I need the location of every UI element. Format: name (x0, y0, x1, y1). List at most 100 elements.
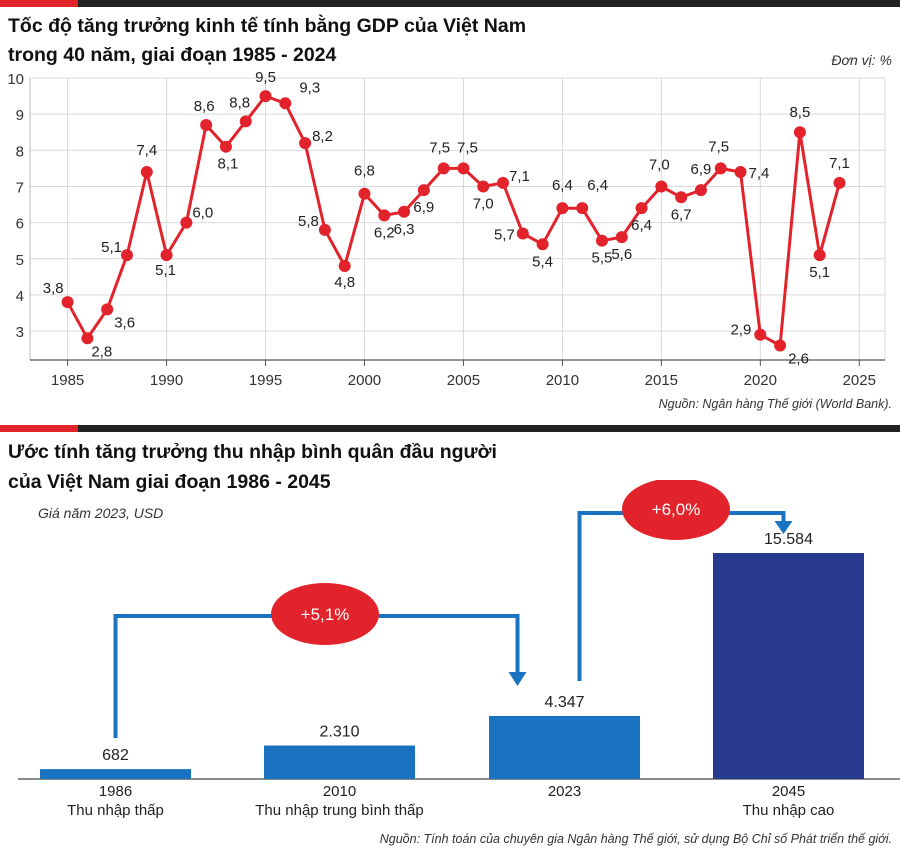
gdp-point (694, 184, 707, 197)
gdp-data-label: 6,8 (354, 163, 375, 180)
gdp-data-label: 9,3 (299, 79, 320, 96)
income-category-label: 1986 (99, 783, 132, 800)
income-value-label: 15.584 (764, 531, 813, 548)
gdp-point (140, 166, 153, 178)
gdp-point (556, 202, 569, 215)
income-value-label: 2.310 (319, 724, 359, 741)
gdp-data-label: 5,6 (611, 246, 632, 263)
gdp-point (774, 339, 787, 352)
gdp-point (714, 162, 727, 175)
gdp-line-chart: 3 4 5 6 7 8 9 10 1985 1990 1995 2000 2005 2010 2015 202… (7, 72, 886, 389)
gdp-point (497, 176, 510, 189)
gdp-point (398, 205, 411, 218)
top-divider-bar (0, 0, 900, 7)
gdp-point (120, 249, 133, 262)
growth-rate-label: +5,1% (301, 605, 350, 624)
income-chart-title: Ước tính tăng trưởng thu nhập bình quân … (8, 441, 497, 463)
gdp-data-label: 2,8 (91, 343, 112, 360)
y-tick-label: 5 (16, 252, 24, 269)
top-divider-accent (0, 0, 78, 7)
gdp-point (180, 216, 193, 229)
gdp-point (338, 260, 351, 272)
gdp-point (239, 115, 252, 128)
income-unit-note: Giá năm 2023, USD (38, 505, 164, 521)
gdp-point (615, 231, 628, 244)
income-bar (264, 745, 415, 779)
gdp-data-label: 8,1 (218, 156, 239, 173)
x-tick-label: 2000 (348, 372, 381, 389)
y-tick-label: 6 (16, 216, 24, 233)
gdp-point (477, 180, 490, 193)
income-value-label: 4.347 (544, 694, 584, 711)
gdp-data-label: 3,6 (114, 314, 135, 331)
growth-rate-label: +6,0% (652, 500, 701, 519)
gdp-data-label: 6,4 (587, 177, 608, 194)
gdp-point (833, 176, 846, 189)
y-tick-label: 4 (16, 288, 24, 305)
gdp-point (675, 191, 688, 204)
x-tick-label: 2005 (447, 372, 480, 389)
y-tick-label: 3 (16, 324, 24, 341)
x-tick-label: 1995 (249, 372, 282, 389)
y-tick-label: 10 (7, 72, 24, 88)
gdp-data-label: 3,8 (43, 280, 64, 297)
gdp-point (655, 180, 668, 193)
gdp-data-label: 5,5 (592, 250, 613, 267)
gdp-point (101, 303, 114, 316)
x-tick-label: 1990 (150, 372, 183, 389)
x-tick-label: 2015 (645, 372, 678, 389)
y-tick-label: 8 (16, 143, 24, 160)
gdp-data-label: 6,9 (691, 161, 712, 178)
gdp-data-label: 7,5 (457, 139, 478, 156)
gdp-data-label: 8,8 (229, 94, 250, 111)
gdp-data-label: 5,1 (155, 262, 176, 279)
gdp-point (813, 249, 826, 262)
y-tick-label: 7 (16, 179, 24, 196)
gdp-point (417, 184, 430, 197)
gdp-data-label: 5,4 (532, 253, 553, 270)
gdp-point (536, 238, 549, 251)
middle-divider-accent (0, 425, 78, 432)
gdp-point (61, 296, 74, 309)
gdp-data-label: 6,7 (671, 206, 692, 223)
growth-rate-badge (271, 583, 379, 645)
gdp-point (358, 187, 371, 200)
x-tick-label: 2010 (546, 372, 579, 389)
income-category-label: 2023 (548, 783, 581, 800)
gdp-data-label: 7,0 (473, 195, 494, 212)
gdp-point (200, 119, 213, 131)
growth-rate-badge (622, 480, 730, 540)
income-bar (40, 769, 191, 779)
gdp-series-line (66, 94, 841, 347)
gdp-point (576, 202, 589, 215)
gdp-data-label: 7,5 (708, 138, 729, 155)
gdp-point (378, 209, 391, 222)
gdp-chart-subtitle: trong 40 năm, giai đoạn 1985 - 2024 (8, 44, 337, 66)
gdp-point (734, 166, 747, 178)
gdp-data-label: 8,5 (789, 104, 810, 121)
gdp-point (318, 223, 331, 236)
gdp-source: Nguồn: Ngân hàng Thế giới (World Bank). (658, 397, 892, 411)
gdp-data-label: 5,1 (101, 239, 122, 256)
gdp-data-label: 7,4 (749, 165, 770, 182)
income-category-sublabel: Thu nhập trung bình thấp (255, 802, 423, 819)
gdp-data-label: 8,6 (194, 98, 215, 115)
gdp-data-label: 7,1 (509, 168, 530, 185)
gdp-data-label: 7,1 (829, 155, 850, 172)
x-tick-label: 2020 (744, 372, 777, 389)
gdp-data-label: 6,3 (394, 221, 415, 238)
gdp-data-label: 5,8 (298, 213, 319, 230)
growth-arrow-head (774, 521, 793, 534)
gdp-point (299, 137, 312, 150)
gdp-point (595, 234, 608, 247)
gdp-point (793, 126, 806, 139)
income-category-sublabel: Thu nhập thấp (67, 802, 164, 819)
gdp-data-label: 6,4 (552, 177, 573, 194)
gdp-data-label: 6,9 (413, 199, 434, 216)
gdp-data-label: 8,2 (312, 128, 333, 145)
gdp-point (437, 162, 450, 175)
gdp-data-label: 9,5 (255, 72, 276, 86)
income-category-sublabel: Thu nhập cao (743, 802, 835, 819)
gdp-point (516, 227, 529, 240)
income-source: Nguồn: Tính toán của chuyên gia Ngân hàn… (379, 832, 892, 846)
